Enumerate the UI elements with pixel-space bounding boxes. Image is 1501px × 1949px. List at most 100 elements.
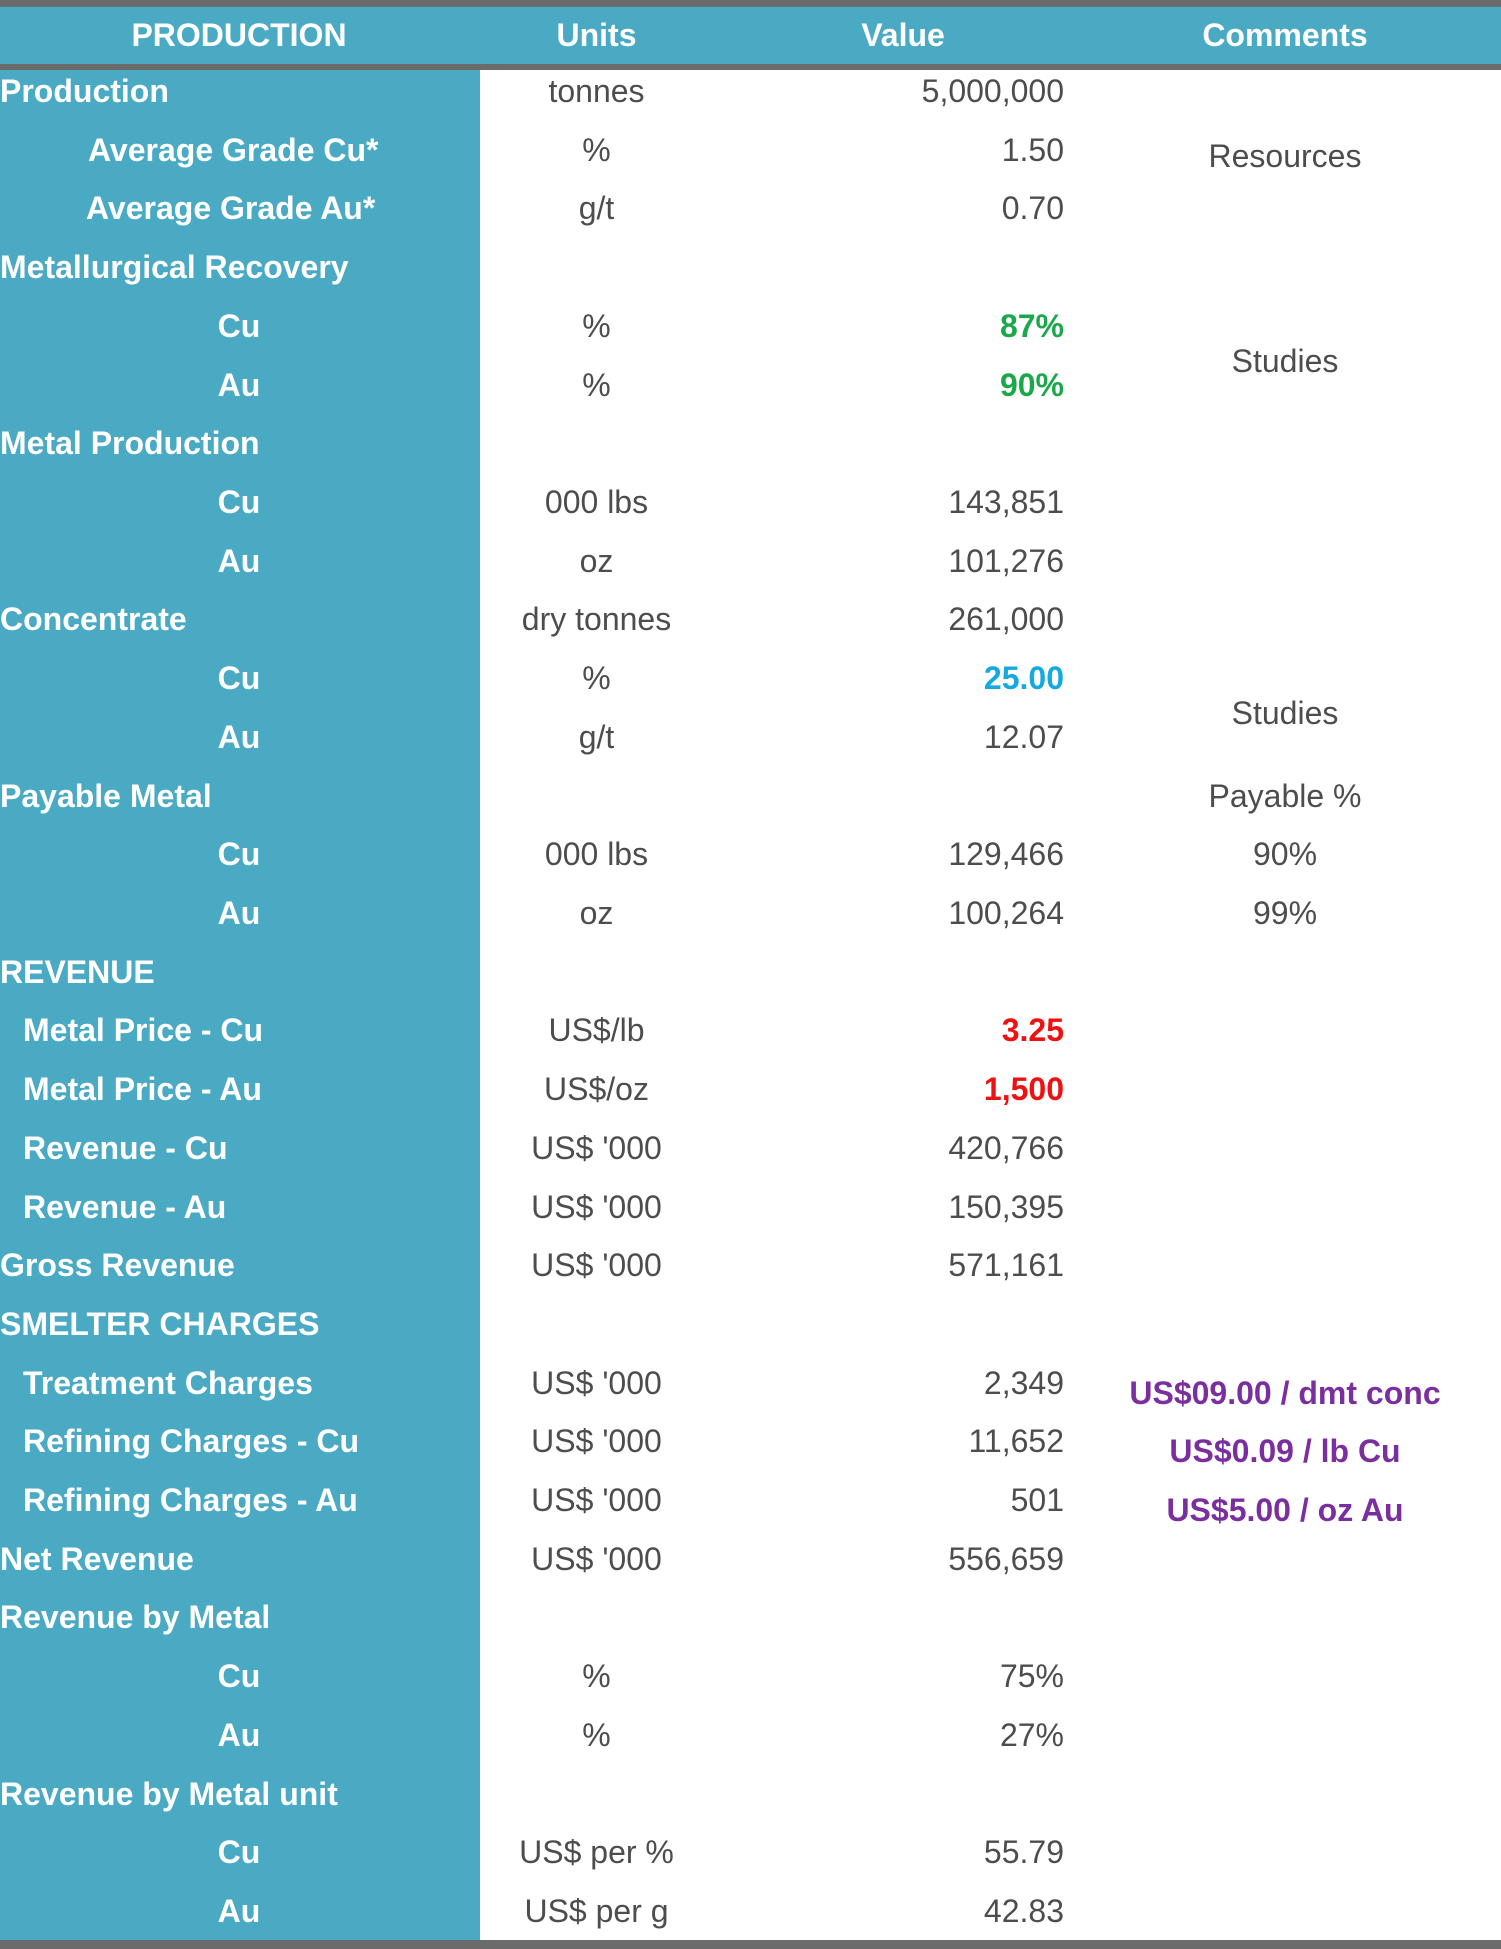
row-units: dry tonnes [521,601,672,637]
row-label: Cu [217,660,261,696]
row-units: US$ per g [524,1893,669,1929]
row-value: 143,851 [948,484,1064,520]
row-label: Au [217,1893,261,1929]
row-value: 261,000 [948,601,1064,637]
row-units: US$ '000 [531,1482,662,1518]
row-label: Au [217,895,261,931]
row-units [480,238,713,297]
row-value: 90% [999,367,1064,403]
row-units [480,767,713,826]
row-units: 000 lbs [544,836,649,872]
row-value: 25.00 [983,660,1064,696]
table-row: Gross Revenue US$ '000 571,161 [0,1236,1501,1295]
row-label: Cu [217,1834,261,1870]
row-value [713,767,1064,826]
row-label: Average Grade Au* [86,190,376,226]
comment-studies-concentrate: Studies [1231,695,1339,731]
table-row: REVENUE [0,943,1501,1002]
label-column-background [0,70,480,1940]
row-units [480,943,713,1002]
row-units: oz [579,543,614,579]
row-label: Metallurgical Recovery [0,249,349,285]
table-row: Refining Charges - Au US$ '000 501 [0,1471,1501,1530]
row-value: 11,652 [968,1423,1065,1459]
table-row: Au% 90% [0,356,1501,415]
row-value: 3.25 [1001,1012,1064,1048]
table-row: Metal Production [0,414,1501,473]
row-label: Payable Metal [0,778,212,814]
row-label: Average Grade Cu* [88,132,379,168]
row-value: 129,466 [948,836,1064,872]
row-value: 556,659 [948,1541,1064,1577]
row-units: g/t [578,719,615,755]
row-units: US$/oz [544,1071,649,1107]
row-units: oz [579,895,614,931]
row-label: Au [217,1717,261,1753]
row-label: SMELTER CHARGES [0,1306,320,1342]
row-label: Revenue - Au [23,1189,227,1225]
row-label: Production [0,73,169,109]
row-units: % [582,1717,611,1753]
row-value: 42.83 [983,1893,1064,1929]
table-row: Treatment Charges US$ '000 2,349 [0,1354,1501,1413]
row-label: Concentrate [0,601,187,637]
row-label: Au [217,367,261,403]
bottom-border [0,1940,1501,1949]
row-value: 87% [999,308,1064,344]
row-units: tonnes [548,73,645,109]
comment-payable-header: Payable % [1208,778,1362,814]
row-value: 12.07 [983,719,1064,755]
row-value: 150,395 [948,1189,1064,1225]
table-row: Concentrate dry tonnes 261,000 [0,590,1501,649]
header-units: Units [556,17,637,53]
row-units: % [582,367,611,403]
table-row: Metal Price - Au US$/oz 1,500 [0,1060,1501,1119]
row-units [480,1588,713,1647]
table-row: Cu 000 lbs 143,851 [0,473,1501,532]
row-units: % [582,1658,611,1694]
table-row: Au g/t 12.07 [0,708,1501,767]
row-label: Revenue by Metal [0,1599,271,1635]
row-label: Refining Charges - Au [23,1482,358,1518]
row-value [713,1588,1064,1647]
table-row: SMELTER CHARGES [0,1295,1501,1354]
table-row: Average Grade Cu*% 1.50 [0,121,1501,180]
row-units: US$ '000 [531,1189,662,1225]
comment-payable-cu: 90% [1252,836,1318,872]
row-value: 100,264 [948,895,1064,931]
row-label: Au [217,719,261,755]
row-value: 55.79 [983,1834,1064,1870]
table-row: Revenue by Metal unit [0,1765,1501,1824]
table-row: Metal Price - Cu US$/lb 3.25 [0,1001,1501,1060]
table-row: Revenue - Au US$ '000 150,395 [0,1178,1501,1237]
comment-refining-cu-rate: US$0.09 / lb Cu [1169,1433,1401,1469]
row-label: Refining Charges - Cu [23,1423,360,1459]
row-label: REVENUE [0,954,155,990]
header-comments: Comments [1202,17,1368,53]
row-value: 27% [999,1717,1064,1753]
row-label: Gross Revenue [0,1247,235,1283]
row-value: 101,276 [948,543,1064,579]
comment-refining-au-rate: US$5.00 / oz Au [1166,1492,1404,1528]
row-units: US$ '000 [531,1130,662,1166]
table-row: Net Revenue US$ '000 556,659 [0,1530,1501,1589]
row-label: Metal Price - Cu [23,1012,264,1048]
row-units: US$ '000 [531,1423,662,1459]
row-label: Au [217,543,261,579]
row-label: Metal Price - Au [23,1071,262,1107]
table-row: Payable Metal [0,767,1501,826]
table-row: Production tonnes 5,000,000 [0,62,1501,121]
row-value: 501 [1010,1482,1064,1518]
row-value: 5,000,000 [921,73,1064,109]
row-label: Cu [217,1658,261,1694]
row-value: 571,161 [948,1247,1064,1283]
table-row: Au oz 101,276 [0,532,1501,591]
row-value [713,1765,1064,1824]
row-units [480,1295,713,1354]
comment-treatment-rate: US$09.00 / dmt conc [1129,1375,1441,1411]
table-row: Au US$ per g 42.83 [0,1882,1501,1941]
table-row: Cu% 87% [0,297,1501,356]
row-label: Net Revenue [0,1541,194,1577]
table-row: Metallurgical Recovery [0,238,1501,297]
row-units: US$ '000 [531,1365,662,1401]
